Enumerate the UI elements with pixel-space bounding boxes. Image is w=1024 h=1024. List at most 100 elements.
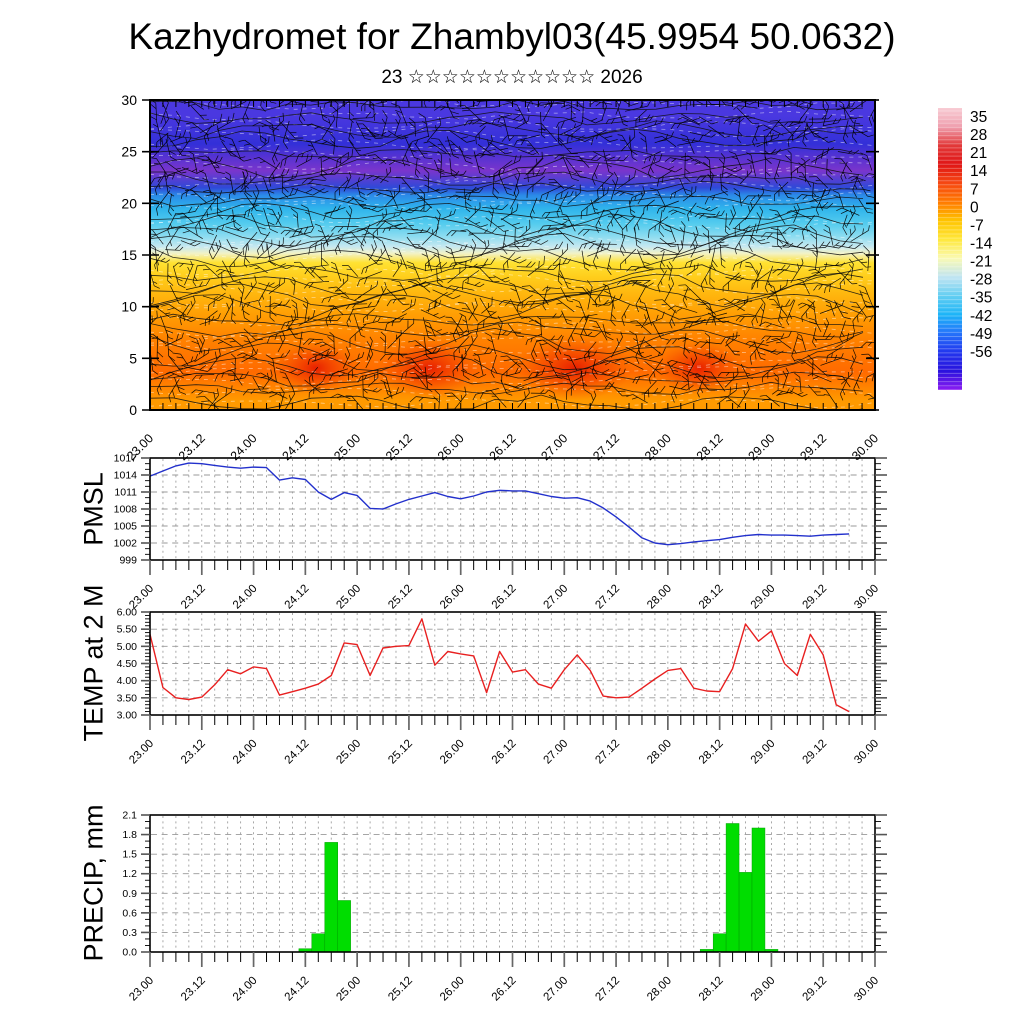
wind-barb-tick	[586, 288, 592, 295]
wind-barb-staff	[423, 193, 425, 211]
wind-barb-tick	[514, 367, 519, 374]
time-tick-label: 27.12	[593, 738, 622, 767]
wind-barb-tick	[694, 238, 698, 246]
wind-barb-tick	[797, 171, 803, 174]
wind-barb-staff	[321, 119, 335, 139]
wind-barb-tick	[684, 176, 691, 182]
colorbar-label: 35	[970, 109, 987, 126]
time-tick-label: 30.00	[852, 975, 881, 1004]
wind-barb-tick	[527, 174, 529, 183]
wind-barb-tick	[725, 225, 731, 231]
wind-barb-staff	[202, 218, 209, 233]
wind-barb-tick	[233, 261, 235, 267]
wind-barb-tick	[490, 348, 494, 354]
wind-barb-tick	[801, 231, 805, 240]
wind-barb-tick	[519, 367, 523, 373]
wind-barb-staff	[620, 136, 636, 152]
wind-barb-tick	[300, 114, 306, 122]
wind-barb-tick	[418, 113, 426, 118]
wind-barb-staff	[308, 366, 319, 378]
wind-barb-tick	[423, 102, 427, 108]
wind-barb-staff	[837, 151, 854, 155]
wind-barb-tick	[244, 185, 250, 189]
wind-barb-tick	[243, 211, 247, 218]
wind-barb-staff	[284, 229, 303, 233]
wind-barb-staff	[415, 340, 433, 354]
wind-barb-tick	[284, 157, 287, 166]
wind-barb-tick	[807, 305, 815, 311]
colorbar-label: -14	[970, 235, 993, 252]
y-tick-label: 1.5	[122, 849, 137, 861]
wind-barb-staff	[503, 251, 516, 266]
y-tick-label: 5.50	[117, 624, 138, 636]
wind-barb-tick	[452, 370, 454, 377]
wind-barb-staff	[644, 380, 657, 395]
wind-barb-staff	[811, 153, 828, 163]
wind-barb-tick	[323, 244, 325, 250]
black-contour	[150, 157, 864, 179]
wind-barb-staff	[166, 228, 179, 248]
wind-barb-tick	[347, 198, 354, 203]
wind-barb-tick	[761, 241, 770, 245]
wind-barb-staff	[519, 359, 531, 373]
wind-barb-tick	[361, 268, 364, 275]
wind-barb-tick	[708, 356, 716, 359]
wind-barb-tick	[756, 279, 759, 288]
wind-barb-tick	[375, 300, 380, 307]
wind-barb-staff	[579, 158, 597, 162]
wind-barb-tick	[348, 205, 353, 211]
time-tick-label: 29.00	[749, 583, 778, 612]
wind-barb-tick	[749, 100, 757, 105]
wind-barb-tick	[822, 136, 828, 139]
wind-barb-tick	[479, 392, 484, 399]
wind-barb-tick	[796, 204, 800, 210]
wind-barb-staff	[195, 211, 207, 228]
wind-barb-staff	[335, 104, 339, 128]
white-dashed-contour	[150, 251, 875, 261]
wind-barb-tick	[433, 254, 440, 258]
wind-barb-tick	[450, 168, 458, 174]
wind-barb-staff	[826, 158, 828, 175]
wind-barb-staff	[608, 382, 623, 397]
wind-barb-staff	[429, 322, 436, 338]
wind-barb-staff	[800, 100, 814, 106]
wind-barb-tick	[261, 294, 265, 300]
wind-barb-staff	[838, 193, 844, 209]
wind-barb-staff	[181, 167, 197, 174]
wind-barb-staff	[208, 234, 218, 252]
wind-barb-tick	[394, 224, 402, 228]
wind-barb-tick	[787, 197, 795, 199]
wind-barb-staff	[555, 335, 564, 355]
wind-barb-staff	[755, 211, 763, 234]
wind-barb-tick	[221, 372, 225, 378]
precip-bar	[738, 872, 753, 953]
wind-barb-tick	[653, 371, 656, 378]
wind-barb-tick	[760, 357, 766, 361]
wind-barb-tick	[681, 155, 689, 159]
wind-barb-tick	[532, 349, 538, 357]
wind-barb-tick	[434, 300, 438, 308]
wind-barb-tick	[733, 188, 740, 193]
wind-barb-tick	[684, 262, 688, 268]
wind-barb-staff	[348, 265, 359, 277]
colorbar	[938, 108, 962, 390]
wind-barb-tick	[646, 205, 648, 211]
wind-barb-tick	[800, 362, 806, 364]
wind-barb-staff	[850, 263, 854, 279]
wind-barb-tick	[503, 359, 512, 362]
wind-barb-tick	[480, 154, 485, 158]
wind-barb-tick	[849, 301, 857, 304]
wind-barb-staff	[167, 334, 170, 357]
wind-barb-tick	[232, 112, 235, 121]
wind-barb-staff	[500, 255, 520, 264]
wind-barb-tick	[158, 183, 161, 189]
wind-barb-staff	[490, 390, 507, 408]
wind-barb-tick	[684, 346, 690, 354]
wind-barb-tick	[658, 230, 665, 238]
wind-barb-tick	[661, 372, 669, 375]
wind-barb-staff	[194, 352, 209, 363]
wind-barb-tick	[471, 186, 477, 193]
wind-barb-tick	[156, 359, 163, 365]
wind-barb-tick	[504, 388, 511, 392]
wind-barb-tick	[541, 367, 546, 375]
